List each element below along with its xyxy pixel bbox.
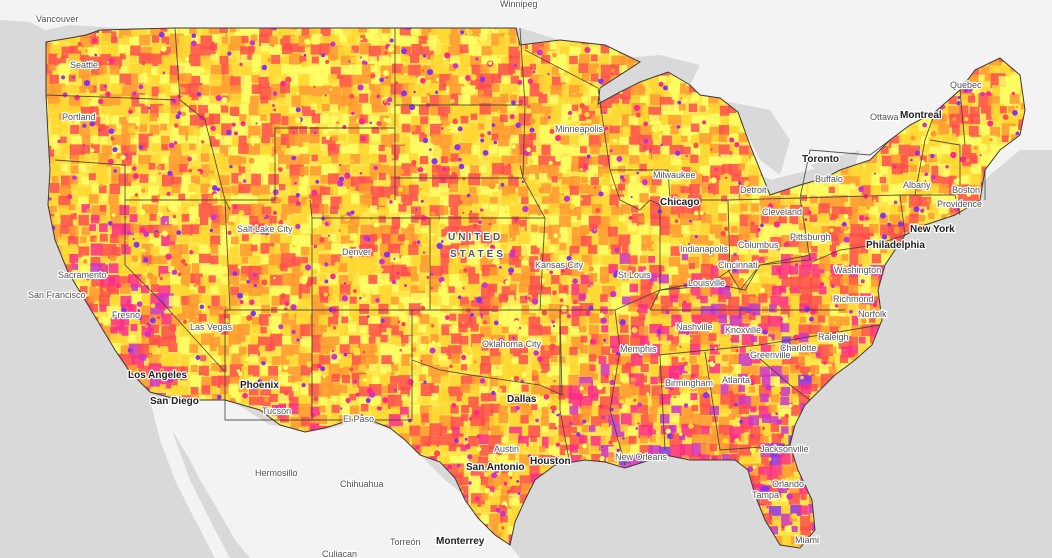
state-border — [659, 354, 666, 451]
city-label-quebec: Quebec — [950, 80, 982, 90]
state-borders — [45, 27, 986, 466]
city-label-louisville: Louisville — [688, 278, 725, 288]
city-label-raleigh: Raleigh — [818, 332, 849, 342]
city-label-hermosillo: Hermosillo — [255, 468, 298, 478]
city-label-newyork: New York — [910, 224, 955, 235]
state-border — [610, 169, 671, 201]
state-border — [929, 139, 961, 195]
city-label-greenville: Greenville — [750, 350, 791, 360]
city-label-houston: Houston — [530, 456, 571, 467]
state-border — [811, 234, 906, 263]
city-label-portland: Portland — [62, 112, 96, 122]
city-label-chihuahua: Chihuahua — [340, 479, 384, 489]
city-label-atlanta: Atlanta — [722, 375, 750, 385]
city-label-lasvegas: Las Vegas — [190, 322, 233, 332]
state-border — [54, 159, 126, 200]
country-label-line1: UNITED — [448, 232, 503, 243]
city-label-sandiego: San Diego — [150, 396, 199, 407]
city-label-charlotte: Charlotte — [780, 343, 817, 353]
city-label-tucson: Tucson — [262, 406, 291, 416]
state-border — [799, 139, 891, 199]
city-label-montreal: Montreal — [900, 110, 942, 121]
city-label-phoenix: Phoenix — [240, 380, 279, 391]
city-label-richmond: Richmond — [833, 294, 874, 304]
city-label-stlouis: St Louis — [618, 270, 651, 280]
city-label-vancouver: Vancouver — [36, 14, 78, 24]
city-label-denver: Denver — [342, 247, 371, 257]
country-label: UNITED STATES — [447, 231, 506, 262]
state-border — [311, 310, 413, 421]
city-label-chicago: Chicago — [660, 197, 699, 208]
city-label-culiacan: Culiacan — [322, 549, 357, 558]
city-label-miami: Miami — [795, 535, 819, 545]
city-label-indianapolis: Indianapolis — [680, 244, 729, 254]
city-label-columbus: Columbus — [738, 240, 779, 250]
city-label-buffalo: Buffalo — [815, 174, 843, 184]
state-border — [614, 254, 811, 311]
city-label-toronto: Toronto — [802, 154, 839, 165]
state-border — [560, 309, 626, 466]
state-border — [174, 27, 226, 201]
city-label-monterrey: Monterrey — [436, 536, 485, 547]
state-border — [900, 111, 936, 196]
state-border — [704, 351, 721, 451]
state-border — [657, 324, 881, 356]
city-label-milwaukee: Milwaukee — [653, 170, 696, 180]
city-label-sanfrancisco: San Francisco — [28, 290, 86, 300]
city-label-jacksonville: Jacksonville — [760, 444, 809, 454]
baja-land — [150, 400, 230, 558]
city-label-cleveland: Cleveland — [762, 207, 802, 217]
state-border — [915, 194, 961, 216]
city-labels-other: Vancouver Winnipeg Toronto Ottawa Montreal Qu… — [35, 0, 984, 558]
state-border — [559, 310, 571, 466]
city-labels-us: Seattle Portland Sacramento San Francisco Fr… — [27, 59, 984, 547]
city-label-boston: Boston — [952, 185, 980, 195]
state-border — [727, 197, 811, 291]
city-label-ottawa: Ottawa — [870, 112, 899, 122]
mexico-land — [150, 400, 520, 558]
city-label-detroit: Detroit — [740, 185, 767, 195]
city-label-oklahomacity: Oklahoma City — [482, 339, 542, 349]
city-label-knoxville: Knoxville — [725, 325, 761, 335]
city-label-providence: Providence — [937, 199, 982, 209]
city-label-winnipeg: Winnipeg — [500, 0, 538, 9]
city-label-pittsburgh: Pittsburgh — [790, 232, 831, 242]
state-border — [312, 217, 431, 311]
city-label-fresno: Fresno — [112, 310, 140, 320]
city-label-saltlake: Salt Lake City — [237, 224, 293, 234]
city-label-orlando: Orlando — [772, 479, 804, 489]
state-border — [719, 444, 791, 451]
city-label-kansascity: Kansas City — [535, 260, 584, 270]
city-label-sanantonio: San Antonio — [466, 462, 525, 473]
city-label-norfolk: Norfolk — [858, 309, 887, 319]
city-label-washington: Washington — [834, 265, 881, 275]
city-label-losangeles: Los Angeles — [128, 370, 188, 381]
city-label-torreon: Torreón — [390, 537, 421, 547]
canada-land — [0, 0, 1052, 205]
city-label-memphis: Memphis — [620, 344, 657, 354]
state-border — [45, 94, 176, 101]
city-label-seattle: Seattle — [70, 60, 98, 70]
state-border — [959, 89, 966, 146]
city-label-sacramento: Sacramento — [58, 270, 107, 280]
city-label-elpaso: El Paso — [343, 414, 374, 424]
country-label-line2: STATES — [450, 249, 506, 260]
city-label-philadelphia: Philadelphia — [866, 240, 925, 251]
city-label-dallas: Dallas — [507, 394, 537, 405]
city-label-albany: Albany — [903, 180, 931, 190]
state-border — [749, 349, 811, 401]
state-border — [639, 199, 661, 311]
city-label-minneapolis: Minneapolis — [555, 124, 604, 134]
state-border — [519, 27, 546, 219]
state-border — [394, 105, 524, 179]
city-label-tampa: Tampa — [752, 490, 779, 500]
city-label-austin: Austin — [494, 444, 519, 454]
city-label-cincinnati: Cincinnati — [718, 260, 758, 270]
state-border — [659, 199, 731, 291]
city-label-nashville: Nashville — [676, 322, 713, 332]
city-label-neworleans: New Orleans — [615, 452, 668, 462]
city-label-birmingham: Birmingham — [665, 378, 713, 388]
